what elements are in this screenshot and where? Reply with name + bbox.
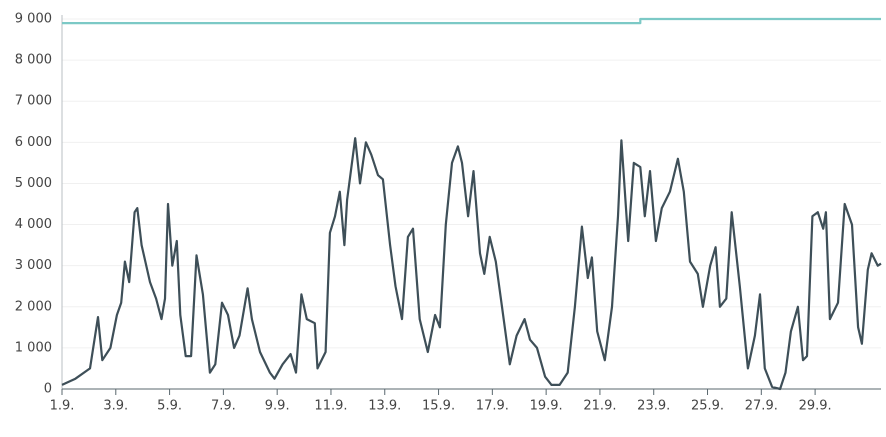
series-line — [62, 17, 881, 25]
y-tick-label: 5 000 — [15, 176, 52, 191]
y-tick-label: 0 — [44, 382, 52, 397]
x-tick-label: 7.9. — [211, 399, 236, 414]
x-tick-label: 27.9. — [745, 399, 778, 414]
y-tick-label: 1 000 — [15, 340, 52, 355]
x-tick-label: 17.9. — [476, 399, 509, 414]
y-tick-label: 8 000 — [15, 53, 52, 68]
series-line — [61, 137, 882, 391]
x-tick-label: 29.9. — [799, 399, 832, 414]
x-tick-label: 3.9. — [103, 399, 128, 414]
x-tick-label: 9.9. — [265, 399, 290, 414]
y-tick-label: 3 000 — [15, 258, 52, 273]
x-tick-label: 25.9. — [691, 399, 724, 414]
x-tick-label: 13.9. — [368, 399, 401, 414]
x-tick-label: 21.9. — [583, 399, 616, 414]
y-tick-label: 9 000 — [15, 12, 52, 27]
y-tick-label: 4 000 — [15, 217, 52, 232]
x-tick-label: 11.9. — [314, 399, 347, 414]
y-tick-label: 6 000 — [15, 135, 52, 150]
x-tick-label: 1.9. — [50, 399, 75, 414]
x-tick-label: 15.9. — [422, 399, 455, 414]
y-tick-label: 2 000 — [15, 299, 52, 314]
x-tick-label: 23.9. — [637, 399, 670, 414]
x-tick-label: 19.9. — [530, 399, 563, 414]
y-tick-label: 7 000 — [15, 94, 52, 109]
x-tick-label: 5.9. — [157, 399, 182, 414]
